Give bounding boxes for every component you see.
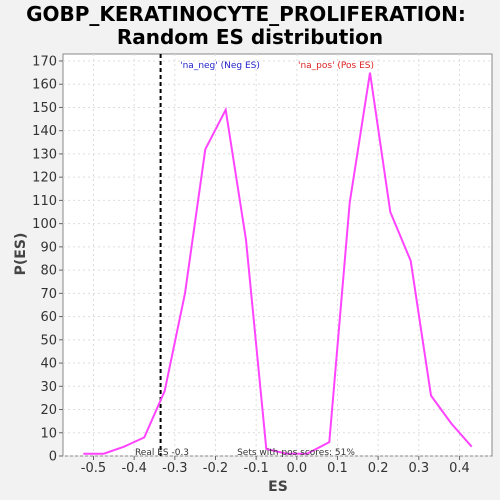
x-tick-label: 0.3 bbox=[408, 461, 429, 476]
x-tick-label: -0.1 bbox=[243, 461, 268, 476]
x-tick-label: -0.4 bbox=[121, 461, 146, 476]
distribution-line bbox=[83, 72, 473, 455]
y-tick-label: 120 bbox=[32, 171, 57, 186]
neg-es-label: 'na_neg' (Neg ES) bbox=[180, 61, 260, 71]
grid bbox=[63, 54, 492, 457]
y-tick-label: 100 bbox=[32, 217, 57, 232]
real-es-label: Real ES -0.3 bbox=[135, 448, 189, 458]
x-axis-title: ES bbox=[268, 479, 288, 495]
chart-subtitle: Random ES distribution bbox=[117, 25, 383, 49]
x-tick-label: -0.3 bbox=[162, 461, 187, 476]
x-tick-label: 0.4 bbox=[449, 461, 470, 476]
y-tick-label: 160 bbox=[32, 78, 57, 93]
y-tick-label: 60 bbox=[40, 310, 57, 325]
y-tick-label: 130 bbox=[32, 147, 57, 162]
y-tick-label: 80 bbox=[40, 264, 57, 279]
y-tick-label: 70 bbox=[40, 287, 57, 302]
y-tick-label: 50 bbox=[40, 333, 57, 348]
x-axis-ticks: -0.5 -0.4 -0.3 -0.2 -0.1 0.0 0.1 0.2 0.3 0.4 bbox=[81, 456, 470, 476]
y-tick-label: 170 bbox=[32, 54, 57, 69]
pos-es-label: 'na_pos' (Pos ES) bbox=[298, 61, 374, 71]
y-tick-label: 40 bbox=[40, 357, 57, 372]
chart-title: GOBP_KERATINOCYTE_PROLIFERATION: bbox=[26, 2, 466, 26]
plot-area bbox=[62, 53, 493, 457]
y-tick-label: 110 bbox=[32, 194, 57, 209]
y-tick-label: 0 bbox=[49, 450, 57, 465]
x-tick-label: -0.5 bbox=[81, 461, 106, 476]
y-tick-label: 150 bbox=[32, 101, 57, 116]
y-tick-label: 20 bbox=[40, 403, 57, 418]
y-tick-label: 90 bbox=[40, 240, 57, 255]
x-tick-label: -0.2 bbox=[203, 461, 228, 476]
x-tick-label: 0.2 bbox=[368, 461, 389, 476]
y-axis-title: P(ES) bbox=[13, 233, 29, 276]
pos-scores-label: Sets with pos scores: 51% bbox=[237, 448, 355, 458]
x-tick-label: 0.0 bbox=[286, 461, 307, 476]
y-tick-label: 30 bbox=[40, 380, 57, 395]
y-tick-label: 10 bbox=[40, 426, 57, 441]
x-tick-label: 0.1 bbox=[327, 461, 348, 476]
y-axis-ticks: 0 10 20 30 40 50 60 70 80 90 100 110 120 130 140 150 160… bbox=[32, 54, 63, 465]
y-tick-label: 140 bbox=[32, 124, 57, 139]
